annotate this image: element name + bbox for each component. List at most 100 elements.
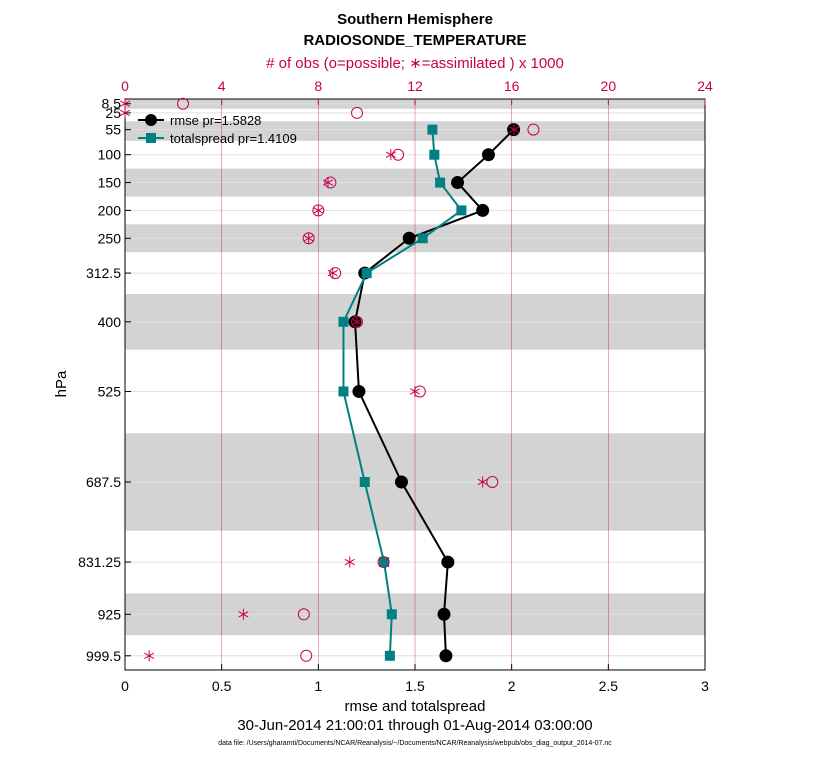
totalspread-point-1 <box>429 149 440 160</box>
y-tick-label-8: 400 <box>98 314 122 330</box>
x-tick-label-5: 2.5 <box>599 678 619 694</box>
date-range: 30-Jun-2014 21:00:01 through 01-Aug-2014… <box>237 717 592 734</box>
obs-assimilated-stroke-2 <box>119 109 131 117</box>
top-tick-label-0: 0 <box>121 78 129 94</box>
rmse-point-8 <box>394 475 408 489</box>
obs-assimilated-1 <box>119 107 131 119</box>
y-tick-label-6: 250 <box>98 230 122 246</box>
rmse-point-3 <box>476 203 490 217</box>
obs-assimilated-stroke-2 <box>119 100 131 107</box>
x-tick-label-4: 2 <box>508 678 516 694</box>
totalspread-point-0 <box>427 124 438 135</box>
obs-assimilated-stroke-2 <box>313 207 324 214</box>
totalspread-point-10 <box>386 609 397 620</box>
legend-spread-marker <box>146 133 156 143</box>
obs-assimilated-10 <box>477 476 488 488</box>
rmse-point-1 <box>481 148 495 162</box>
rmse-point-9 <box>441 555 455 569</box>
obs-assimilated-stroke-2 <box>327 269 338 277</box>
obs-assimilated-9 <box>409 385 421 397</box>
obs-assimilated-stroke-2 <box>144 652 155 659</box>
totalspread-point-6 <box>338 316 349 327</box>
obs-possible-2 <box>527 123 540 136</box>
obs-assimilated-stroke-2 <box>385 151 396 158</box>
legend-rmse-label: rmse pr=1.5828 <box>170 113 261 128</box>
obs-assimilated-stroke-2 <box>238 611 249 618</box>
obs-assimilated-3 <box>385 149 396 161</box>
obs-assimilated-stroke-2 <box>322 179 334 186</box>
obs-assimilated-stroke-2 <box>344 558 355 566</box>
obs-assimilated-stroke-2 <box>351 318 363 326</box>
legend-rmse-marker <box>145 114 157 126</box>
obs-possible-0 <box>177 97 189 110</box>
y-tick-label-4: 150 <box>98 175 122 191</box>
obs-assimilated-12 <box>238 608 249 620</box>
y-tick-label-2: 55 <box>105 122 121 138</box>
totalspread-point-4 <box>417 233 428 244</box>
rmse-point-10 <box>437 607 451 621</box>
y-tick-label-0: 8.5 <box>102 96 122 112</box>
obs-assimilated-5 <box>313 204 324 216</box>
obs-assimilated-0 <box>119 98 131 110</box>
obs-possible-12 <box>297 608 310 621</box>
file-note: data file: /Users/gharamti/Documents/NCA… <box>218 740 612 747</box>
rmse-point-7 <box>352 384 366 398</box>
x-tick-label-3: 1.5 <box>405 678 425 694</box>
obs-possible-7 <box>329 267 342 280</box>
obs-assimilated-11 <box>344 556 355 568</box>
y-tick-label-1: 25 <box>105 105 121 121</box>
obs-possible-1 <box>351 106 363 119</box>
totalspread-point-2 <box>435 177 446 188</box>
rmse-line <box>354 128 515 656</box>
rmse-point-4 <box>402 231 416 245</box>
top-tick-label-3: 12 <box>407 78 423 94</box>
totalspread-point-8 <box>359 476 370 487</box>
top-tick-label-4: 16 <box>504 78 520 94</box>
obs-possible-3 <box>392 148 405 161</box>
rmse-point-2 <box>451 176 465 190</box>
y-tick-label-7: 312.5 <box>86 265 121 281</box>
y-tick-label-10: 687.5 <box>86 474 121 490</box>
series-layer <box>338 123 521 663</box>
totalspread-point-5 <box>361 268 372 279</box>
totalspread-point-9 <box>379 557 390 568</box>
obs-assimilated-13 <box>144 650 155 662</box>
top-tick-label-5: 20 <box>601 78 617 94</box>
y-tick-label-13: 999.5 <box>86 648 121 664</box>
y-tick-label-5: 200 <box>98 202 122 218</box>
totalspread-point-3 <box>456 205 467 216</box>
obs-assimilated-stroke-2 <box>477 478 488 486</box>
obs-assimilated-stroke-2 <box>409 388 421 395</box>
obs-layer <box>119 97 540 662</box>
chart-title: Southern Hemisphere <box>337 11 493 28</box>
x-axis-label: rmse and totalspread <box>345 698 486 715</box>
top-tick-label-1: 4 <box>218 78 226 94</box>
totalspread-point-11 <box>384 650 395 661</box>
obs-possible-4 <box>324 176 337 189</box>
rmse-point-6 <box>348 315 362 329</box>
x-tick-label-0: 0 <box>121 678 129 694</box>
y-tick-label-12: 925 <box>98 606 122 622</box>
obs-possible-13 <box>300 649 313 662</box>
top-axis-label: # of obs (o=possible; ∗=assimilated ) x … <box>266 55 564 72</box>
x-tick-label-6: 3 <box>701 678 709 694</box>
obs-assimilated-8 <box>351 316 363 328</box>
obs-assimilated-stroke-2 <box>509 126 520 133</box>
obs-assimilated-stroke-2 <box>303 235 314 242</box>
x-tick-label-2: 1 <box>314 678 322 694</box>
rmse-point-11 <box>439 649 453 663</box>
totalspread-point-7 <box>338 386 349 397</box>
y-tick-label-3: 100 <box>98 147 122 163</box>
obs-assimilated-7 <box>327 267 338 279</box>
obs-assimilated-4 <box>322 177 334 189</box>
y-tick-label-11: 831.25 <box>78 554 121 570</box>
legend: rmse pr=1.5828 totalspread pr=1.4109 <box>138 113 297 146</box>
top-tick-label-6: 24 <box>697 78 713 94</box>
top-tick-label-2: 8 <box>314 78 322 94</box>
obs-possible-11 <box>377 556 390 569</box>
chart-subtitle: RADIOSONDE_TEMPERATURE <box>303 32 526 49</box>
y-axis-label: hPa <box>53 370 70 397</box>
y-tick-label-9: 525 <box>98 383 122 399</box>
obs-assimilated-6 <box>303 232 314 244</box>
